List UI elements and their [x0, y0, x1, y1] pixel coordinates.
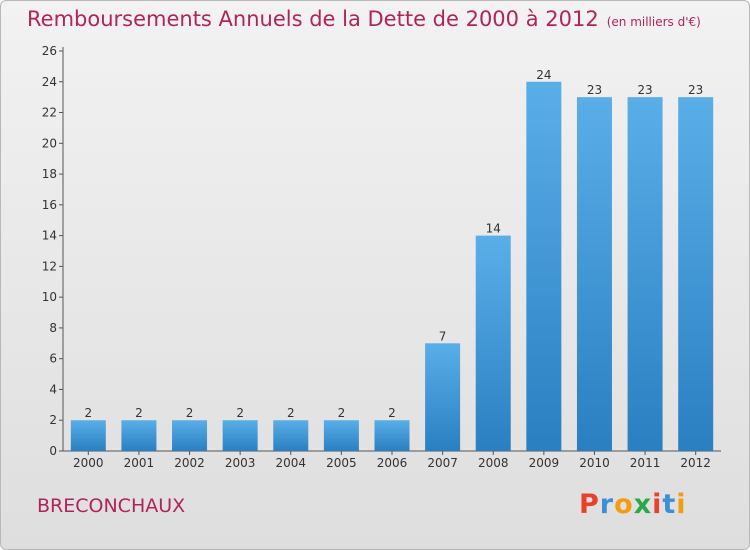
y-tick-label: 12	[42, 259, 57, 273]
bar-2003	[222, 420, 258, 451]
data-label: 7	[439, 329, 447, 343]
x-tick-label: 2000	[73, 456, 104, 470]
chart-bars: 2 2 2 2 2 2 2 7 14 24 23 23 23	[70, 68, 714, 452]
y-tick-label: 0	[49, 444, 57, 458]
bar-2007	[425, 343, 461, 451]
data-label: 2	[287, 406, 295, 420]
x-tick-label: 2010	[579, 456, 610, 470]
data-label: 2	[388, 406, 396, 420]
data-label: 24	[536, 68, 551, 82]
y-tick-label: 8	[49, 321, 57, 335]
y-tick-label: 24	[42, 75, 57, 89]
data-label: 14	[486, 222, 501, 236]
logo-letter: i	[652, 489, 663, 520]
x-tick-label: 2011	[630, 456, 661, 470]
chart-title-text: Remboursements Annuels de la Dette de 20…	[27, 7, 599, 31]
logo-letter: i	[676, 489, 687, 520]
data-label: 2	[84, 406, 92, 420]
x-tick-label: 2012	[680, 456, 711, 470]
y-tick-label: 16	[42, 198, 57, 212]
bar-2000	[70, 420, 106, 451]
x-tick-label: 2008	[478, 456, 509, 470]
bar-2010	[576, 97, 612, 452]
chart-subtitle: (en milliers d'€)	[606, 15, 701, 29]
data-label: 23	[637, 83, 652, 97]
data-label: 2	[236, 406, 244, 420]
bar-2008	[475, 235, 511, 451]
y-tick-label: 4	[49, 382, 57, 396]
x-tick-label: 2004	[275, 456, 306, 470]
bar-2005	[323, 420, 359, 451]
bar-2004	[273, 420, 309, 451]
logo-letter: r	[599, 489, 615, 520]
logo-letter: o	[614, 489, 634, 520]
data-label: 23	[587, 83, 602, 97]
proxiti-logo[interactable]: Proxiti	[579, 489, 687, 520]
bar-2002	[172, 420, 208, 451]
data-label: 2	[186, 406, 194, 420]
x-tick-label: 2005	[326, 456, 357, 470]
x-tick-label: 2009	[529, 456, 560, 470]
logo-letter: t	[662, 489, 677, 520]
y-tick-label: 10	[42, 290, 57, 304]
y-tick-label: 2	[49, 413, 57, 427]
bar-2011	[627, 97, 663, 452]
bar-2009	[526, 81, 562, 452]
bar-2006	[374, 420, 410, 451]
x-tick-label: 2002	[174, 456, 205, 470]
town-name: BRECONCHAUX	[37, 495, 186, 517]
bar-2012	[678, 97, 714, 452]
bar-2001	[121, 420, 157, 451]
y-tick-label: 20	[42, 136, 57, 150]
chart-title: Remboursements Annuels de la Dette de 20…	[27, 7, 701, 31]
data-label: 2	[135, 406, 143, 420]
data-label: 2	[338, 406, 346, 420]
y-tick-label: 22	[42, 106, 57, 120]
y-tick-label: 26	[42, 44, 57, 58]
x-tick-label: 2003	[225, 456, 256, 470]
logo-letter: P	[579, 489, 600, 520]
data-label: 23	[688, 83, 703, 97]
logo-letter: x	[633, 489, 653, 520]
x-tick-label: 2007	[427, 456, 458, 470]
x-tick-label: 2001	[124, 456, 155, 470]
y-tick-label: 14	[42, 229, 57, 243]
y-tick-label: 18	[42, 167, 57, 181]
x-tick-label: 2006	[377, 456, 408, 470]
y-tick-label: 6	[49, 352, 57, 366]
